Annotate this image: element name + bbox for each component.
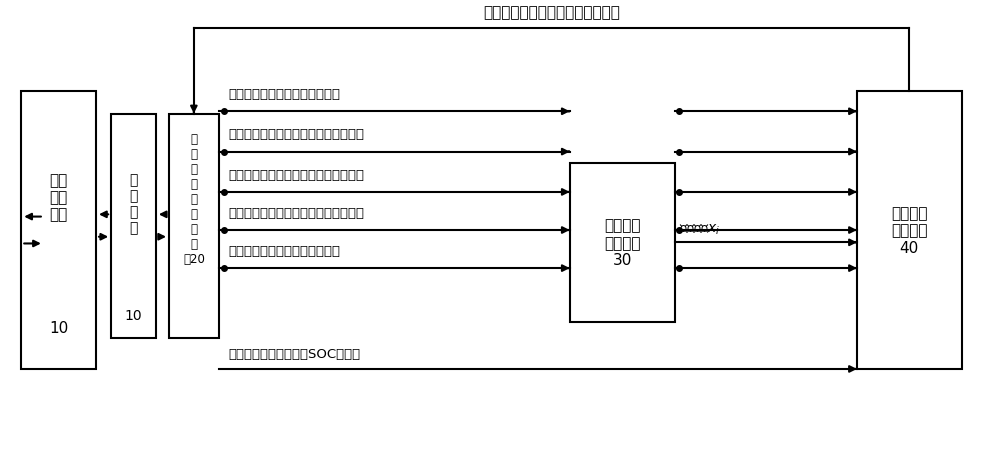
Text: 功率分配
控制模块
40: 功率分配 控制模块 40 bbox=[891, 206, 928, 255]
FancyBboxPatch shape bbox=[21, 92, 96, 369]
FancyBboxPatch shape bbox=[857, 92, 962, 369]
Text: 各锂电池储能机组可控状态信号: 各锂电池储能机组可控状态信号 bbox=[229, 88, 341, 101]
Text: 通
讯
模
块: 通 讯 模 块 bbox=[129, 172, 138, 235]
Text: 各锂电池储能机组最大允许充电功率值: 各锂电池储能机组最大允许充电功率值 bbox=[229, 168, 365, 181]
FancyBboxPatch shape bbox=[111, 114, 156, 338]
Text: 各储能机组的最大允许工作功率比例值: 各储能机组的最大允许工作功率比例值 bbox=[229, 207, 365, 219]
Text: 10: 10 bbox=[125, 308, 142, 322]
Text: 数据
通讯
网络: 数据 通讯 网络 bbox=[50, 172, 68, 222]
Text: 决策变量$x_i$: 决策变量$x_i$ bbox=[679, 222, 720, 236]
Text: 10: 10 bbox=[49, 320, 68, 335]
Text: 储能电站总功率实时需求值信号: 储能电站总功率实时需求值信号 bbox=[229, 244, 341, 258]
Text: 蚁群算法
控制模块
30: 蚁群算法 控制模块 30 bbox=[604, 218, 640, 267]
Text: 数
据
存
储
与
管
理
模
块20: 数 据 存 储 与 管 理 模 块20 bbox=[183, 133, 205, 266]
FancyBboxPatch shape bbox=[169, 114, 219, 338]
Text: 各锂电池储能机组功率命令值信号: 各锂电池储能机组功率命令值信号 bbox=[483, 5, 620, 20]
FancyBboxPatch shape bbox=[570, 163, 675, 322]
Text: 各锂电池储能机组最大允许放电功率值: 各锂电池储能机组最大允许放电功率值 bbox=[229, 128, 365, 141]
Text: 各锂电池储能机组电池SOC值信号: 各锂电池储能机组电池SOC值信号 bbox=[229, 347, 361, 360]
